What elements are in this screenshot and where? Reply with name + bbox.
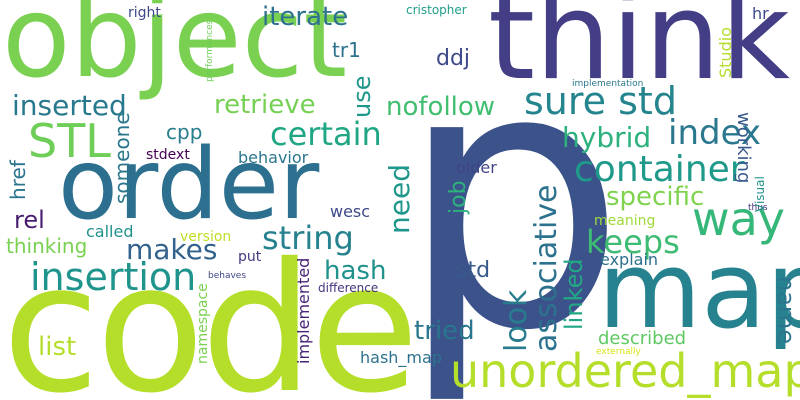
word-cpp: cpp [166,120,203,144]
word-look: look [499,289,534,352]
word-code: code [2,225,419,400]
word-put: put [238,249,262,265]
word-hash-map: hash_map [360,348,442,367]
word-unordered-map: unordered_map [450,344,800,398]
word-older: older [456,158,497,177]
word-namespace: namespace [195,283,211,364]
word-sure-std: sure std [524,79,677,123]
word-think: think [488,0,790,107]
word-std: std [456,258,491,283]
word-container: container [574,149,745,190]
word-visual: Visual [753,176,767,212]
word-keeps: keeps [586,223,680,261]
word-hash: hash [324,256,387,286]
word-insertion: insertion [30,255,197,299]
word-implemented: implemented [294,257,313,364]
word-name: name [772,276,800,345]
word-studio: Studio [716,27,735,78]
word-linked: linked [560,258,588,330]
word-working: working [733,112,754,184]
word-tried: tried [414,316,475,346]
word-version: version [180,229,232,245]
word-map: map [598,229,800,352]
word-called: called [86,222,134,241]
word-href: href [6,160,30,200]
word-implementation: implementation [572,79,644,89]
word-externally: externally [596,347,641,357]
word-way: way [692,192,786,246]
word-associative: associative [529,184,564,352]
word-rel: rel [14,206,45,234]
word-behavior: behavior [238,148,309,167]
word-right: right [128,5,161,21]
word-performances: performances [205,19,215,82]
word-need: need [383,164,416,234]
word-certain: certain [270,115,382,153]
word-job: job [446,180,471,214]
word-hybrid: hybrid [562,121,652,154]
word-inserted: inserted [12,89,127,122]
word-hr: hr [752,4,769,23]
word-string: string [262,219,354,257]
word-described: described [598,328,687,349]
word-stl: STL [28,114,111,168]
word-someone: someone [110,112,134,204]
word-ddj: ddj [436,46,471,71]
word-thinking: thinking [6,234,88,258]
word-list: list [38,332,77,362]
word-cristopher: cristopher [406,3,467,17]
word-thus: thus [748,203,768,213]
word-difference: difference [318,281,379,295]
word-use: use [348,75,376,118]
word-behaves: behaves [208,271,247,281]
word-p: p [398,0,627,400]
word-retrieve: retrieve [214,90,316,120]
word-wesc: wesc [330,202,371,221]
word-iterate: iterate [262,2,349,32]
word-nofollow: nofollow [386,92,496,122]
word-order: order [58,128,320,242]
word-specific: specific [606,182,705,212]
word-stdext: stdext [146,147,190,163]
word-explain: explain [600,250,659,269]
word-index: index [668,113,762,153]
word-object: object [2,0,348,103]
word-tr1: tr1 [332,38,361,62]
word-meaning: meaning [594,213,656,229]
word-makes: makes [126,233,218,266]
